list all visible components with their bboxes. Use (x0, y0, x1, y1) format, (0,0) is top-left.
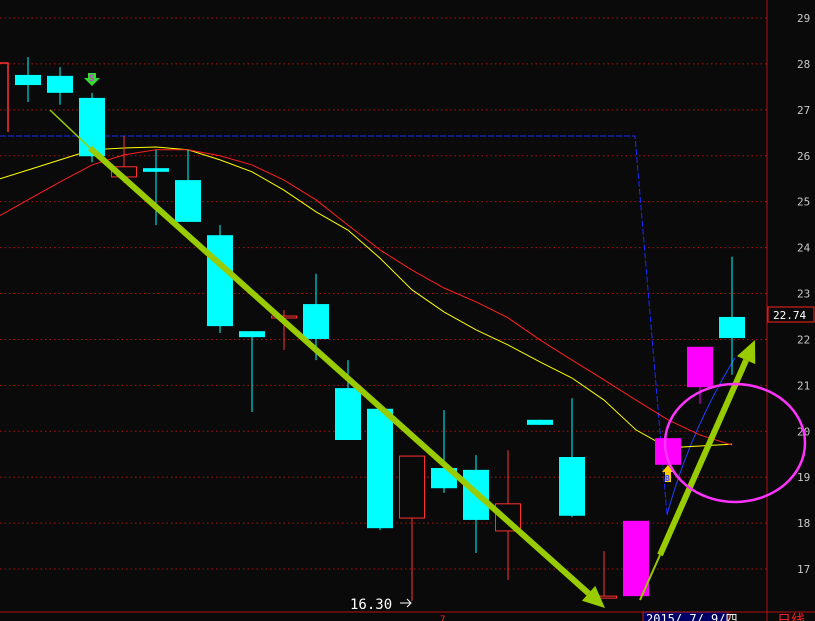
candle (143, 149, 169, 226)
candle-body (207, 235, 233, 327)
candle-body (335, 388, 361, 441)
partial-candle (0, 62, 9, 132)
up-trend-arrow-head (736, 340, 756, 365)
low-price-label: 16.30 (350, 597, 392, 613)
current-price-box (767, 306, 815, 323)
candle-body (367, 408, 393, 529)
candle (239, 331, 265, 412)
candle-body (303, 304, 329, 339)
y-tick-label: 24 (797, 242, 811, 255)
candle (207, 225, 233, 334)
down-trend-arrow-tail (49, 109, 91, 149)
period-label: 日线 (777, 613, 805, 621)
candle-body (239, 331, 265, 338)
candle-body (399, 455, 425, 519)
y-tick-label: 29 (797, 12, 810, 25)
y-tick-label: 22 (797, 333, 810, 346)
candle (559, 398, 585, 518)
y-tick-label: 27 (797, 104, 810, 117)
candle (335, 360, 361, 441)
down-trend-arrow-head (581, 585, 605, 608)
down-trend-arrow-shaft (88, 145, 591, 596)
y-tick-label: 23 (797, 288, 810, 301)
candle-body (623, 520, 649, 597)
candle (623, 520, 649, 597)
candle (687, 346, 713, 404)
candle (431, 410, 457, 493)
up-trend-arrow-tail (639, 554, 661, 601)
reference-line (0, 135, 668, 515)
y-tick-label: 17 (797, 563, 810, 576)
candle-body (719, 316, 745, 339)
candle (303, 273, 329, 361)
cursor-date-label: 2015/ 7/ 9/四 (646, 612, 737, 621)
reference-line-tail (666, 357, 736, 515)
y-tick-label: 28 (797, 58, 810, 71)
low-pointer-icon (400, 598, 412, 608)
highlight-ellipse (663, 382, 807, 504)
candle (367, 405, 393, 531)
y-tick-label: 26 (797, 150, 810, 163)
sell-signal-icon (84, 73, 100, 86)
candle (47, 67, 73, 105)
y-tick-label: 18 (797, 517, 810, 530)
candle-body (143, 168, 169, 172)
y-tick-label: 25 (797, 196, 810, 209)
y-tick-label: 21 (797, 379, 810, 392)
candle (175, 149, 201, 222)
moving-average-line-1 (0, 149, 733, 446)
y-tick-label: 19 (797, 471, 810, 484)
candle-body (15, 74, 41, 86)
candle (527, 419, 553, 425)
candle-body (175, 180, 201, 222)
candle-body (47, 75, 73, 93)
candle (399, 455, 425, 602)
buy-signal-label: B (665, 474, 670, 483)
candle (719, 256, 745, 375)
candle-body (527, 419, 553, 425)
candle-body (687, 346, 713, 388)
moving-average-line-0 (0, 146, 733, 449)
x-axis-marker: 7 (440, 615, 445, 621)
up-trend-arrow-shaft (657, 358, 749, 557)
sell-signal-label: S (89, 74, 94, 84)
candle (15, 57, 41, 103)
current-price-label: 22.74 (773, 309, 806, 322)
cursor-date-box (642, 611, 729, 621)
candle-body (559, 456, 585, 516)
